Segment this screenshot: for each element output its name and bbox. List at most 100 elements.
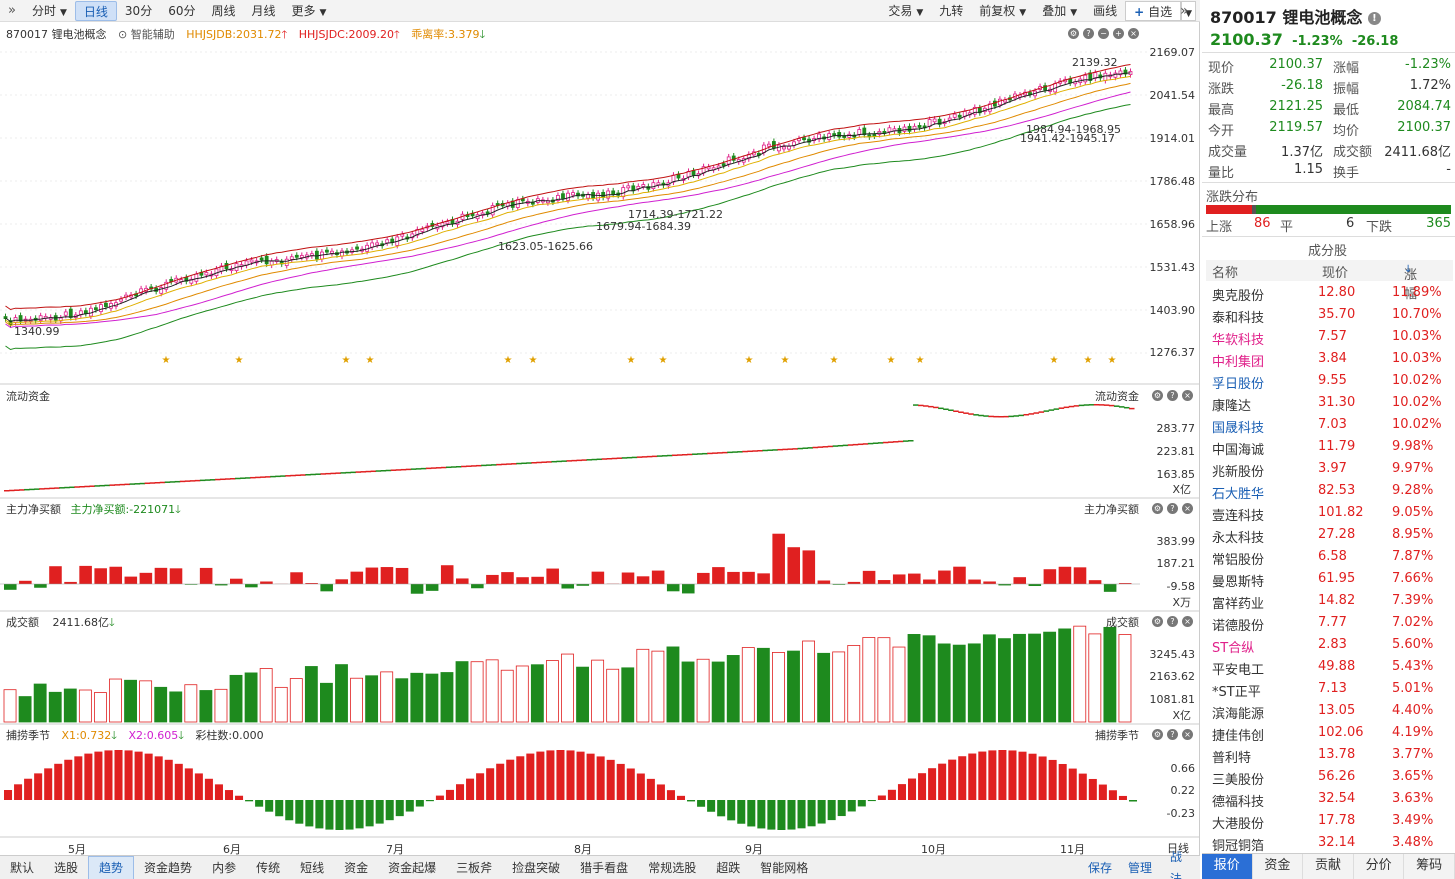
manage-button[interactable]: 管理 bbox=[1128, 860, 1153, 875]
constituent-row[interactable]: 永太科技 27.28 8.95% bbox=[1206, 524, 1453, 546]
col-price[interactable]: 现价 bbox=[1322, 266, 1349, 281]
tab-oversold[interactable]: 超跌 bbox=[716, 860, 741, 875]
tab-short-term[interactable]: 短线 bbox=[300, 860, 325, 875]
period-button-60min[interactable]: 60分 bbox=[168, 3, 196, 18]
close-icon[interactable]: × bbox=[1182, 503, 1193, 514]
chart-canvas[interactable]: ★ ★ ★ ★ ★ ★ ★ ★ ★ ★ ★ ★ ★ ★ ★ ★ bbox=[0, 22, 1200, 857]
watchlist-dropdown[interactable]: ▼ bbox=[1181, 1, 1196, 21]
constituent-row[interactable]: 泰和科技 35.70 10.70% bbox=[1206, 304, 1453, 326]
constituent-row[interactable]: 平安电工 49.88 5.43% bbox=[1206, 656, 1453, 678]
constituent-row[interactable]: 滨海能源 13.05 4.40% bbox=[1206, 700, 1453, 722]
constituent-row[interactable]: 中国海诚 11.79 9.98% bbox=[1206, 436, 1453, 458]
close-icon[interactable]: × bbox=[1182, 729, 1193, 740]
period-button-30min[interactable]: 30分 bbox=[124, 3, 153, 18]
net-buy-bar bbox=[742, 571, 755, 584]
tab-traditional[interactable]: 传统 bbox=[256, 860, 281, 875]
period-button-monthly[interactable]: 月线 bbox=[251, 3, 276, 18]
flow-mark bbox=[390, 469, 397, 471]
period-button-daily[interactable]: 日线 bbox=[74, 0, 117, 21]
period-button-weekly[interactable]: 周线 bbox=[211, 3, 236, 18]
tab-smart-grid[interactable]: 智能网格 bbox=[760, 860, 809, 875]
net-buy-bar bbox=[34, 584, 47, 588]
help-icon[interactable]: ? bbox=[1167, 503, 1178, 514]
stock-name: 曼恩斯特 bbox=[1212, 575, 1265, 590]
help-icon[interactable]: ? bbox=[1083, 28, 1094, 39]
help-icon[interactable]: ? bbox=[1167, 616, 1178, 627]
settings-icon[interactable]: ⚙ bbox=[1152, 729, 1163, 740]
net-buy-bar bbox=[968, 579, 981, 584]
tab-three-axes[interactable]: 三板斧 bbox=[456, 860, 493, 875]
settings-icon[interactable]: ⚙ bbox=[1152, 503, 1163, 514]
constituent-row[interactable]: 曼恩斯特 61.95 7.66% bbox=[1206, 568, 1453, 590]
save-button[interactable]: 保存 bbox=[1088, 860, 1113, 875]
constituent-row[interactable]: 中利集团 3.84 10.03% bbox=[1206, 348, 1453, 370]
constituent-row[interactable]: 铜冠铜箔 32.14 3.48% bbox=[1206, 832, 1453, 854]
tab-hunter[interactable]: 猎手看盘 bbox=[580, 860, 629, 875]
tab-quote[interactable]: 报价 bbox=[1202, 854, 1253, 879]
tab-regular-pick[interactable]: 常规选股 bbox=[648, 860, 697, 875]
tab-funds[interactable]: 资金 bbox=[344, 860, 369, 875]
tab-chips[interactable]: 筹码 bbox=[1404, 854, 1455, 879]
period-button-fenshi[interactable]: 分时 ▼ bbox=[31, 3, 67, 18]
tab-insider[interactable]: 内参 bbox=[212, 860, 237, 875]
strategy-button[interactable]: 战法 bbox=[1170, 849, 1183, 879]
constituent-row[interactable]: 石大胜华 82.53 9.28% bbox=[1206, 480, 1453, 502]
help-icon[interactable]: ? bbox=[1167, 729, 1178, 740]
settings-icon[interactable]: ⚙ bbox=[1152, 390, 1163, 401]
nine-turn-button[interactable]: 九转 bbox=[939, 4, 964, 18]
watchlist-button[interactable]: + 自选 bbox=[1125, 1, 1182, 21]
chart-area[interactable]: ★ ★ ★ ★ ★ ★ ★ ★ ★ ★ ★ ★ ★ ★ ★ ★ 870017 锂电池概念 ⊙ 智能辅助 HHJ… bbox=[0, 22, 1200, 857]
overlay-button[interactable]: 叠加 ▼ bbox=[1042, 4, 1078, 18]
tab-default[interactable]: 默认 bbox=[10, 860, 35, 875]
constituent-row[interactable]: 国晟科技 7.03 10.02% bbox=[1206, 414, 1453, 436]
close-icon[interactable]: × bbox=[1128, 28, 1139, 39]
tab-fund-trend[interactable]: 资金趋势 bbox=[144, 860, 193, 875]
constituent-row[interactable]: *ST正平 7.13 5.01% bbox=[1206, 678, 1453, 700]
constituent-row[interactable]: 德福科技 32.54 3.63% bbox=[1206, 788, 1453, 810]
collapse-panel-icon[interactable]: » bbox=[1180, 3, 1189, 19]
tab-contribution[interactable]: 贡献 bbox=[1303, 854, 1354, 879]
add-icon[interactable]: + bbox=[1113, 28, 1124, 39]
col-name[interactable]: 名称 bbox=[1212, 266, 1239, 281]
tab-price-volume[interactable]: 分价 bbox=[1353, 854, 1405, 879]
candle-body bbox=[566, 192, 570, 201]
assist-toggle[interactable]: ⊙ 智能辅助 bbox=[118, 28, 175, 41]
info-icon[interactable]: ! bbox=[1367, 12, 1381, 25]
constituent-row[interactable]: 三美股份 56.26 3.65% bbox=[1206, 766, 1453, 788]
constituent-row[interactable]: 兆新股份 3.97 9.97% bbox=[1206, 458, 1453, 480]
constituent-row[interactable]: 华软科技 7.57 10.03% bbox=[1206, 326, 1453, 348]
tab-fund-launch[interactable]: 资金起爆 bbox=[388, 860, 437, 875]
minimize-icon[interactable]: − bbox=[1098, 28, 1109, 39]
tab-trend[interactable]: 趋势 bbox=[88, 855, 135, 879]
constituent-row[interactable]: 壹连科技 101.82 9.05% bbox=[1206, 502, 1453, 524]
season-bar bbox=[717, 800, 726, 817]
constituent-row[interactable]: 奥克股份 12.80 11.89% bbox=[1206, 282, 1453, 304]
constituent-row[interactable]: ST合纵 2.83 5.60% bbox=[1206, 634, 1453, 656]
constituent-row[interactable]: 康隆达 31.30 10.02% bbox=[1206, 392, 1453, 414]
constituent-row[interactable]: 诺德股份 7.77 7.02% bbox=[1206, 612, 1453, 634]
period-button-more[interactable]: 更多 ▼ bbox=[291, 3, 327, 18]
flow-mark bbox=[772, 449, 778, 451]
adjust-button[interactable]: 前复权 ▼ bbox=[979, 4, 1027, 18]
trade-button[interactable]: 交易 ▼ bbox=[888, 4, 924, 18]
flow-mark bbox=[59, 487, 65, 489]
expand-icon[interactable]: » bbox=[8, 2, 16, 18]
constituents-list[interactable]: 奥克股份 12.80 11.89% 泰和科技 35.70 10.70% 华软科技 7.57 10… bbox=[1206, 282, 1453, 854]
net-buy-bar bbox=[862, 570, 876, 584]
constituent-row[interactable]: 大港股份 17.78 3.49% bbox=[1206, 810, 1453, 832]
tab-capital[interactable]: 资金 bbox=[1252, 854, 1304, 879]
constituent-row[interactable]: 富祥药业 14.82 7.39% bbox=[1206, 590, 1453, 612]
draw-line-button[interactable]: 画线 bbox=[1093, 4, 1118, 18]
close-icon[interactable]: × bbox=[1182, 616, 1193, 627]
constituent-row[interactable]: 捷佳伟创 102.06 4.19% bbox=[1206, 722, 1453, 744]
settings-icon[interactable]: ⚙ bbox=[1152, 616, 1163, 627]
help-icon[interactable]: ? bbox=[1167, 390, 1178, 401]
constituent-row[interactable]: 常铝股份 6.58 7.87% bbox=[1206, 546, 1453, 568]
tab-stock-pick[interactable]: 选股 bbox=[54, 860, 79, 875]
flow-mark bbox=[561, 460, 567, 462]
close-icon[interactable]: × bbox=[1182, 390, 1193, 401]
constituent-row[interactable]: 普利特 13.78 3.77% bbox=[1206, 744, 1453, 766]
settings-icon[interactable]: ⚙ bbox=[1068, 28, 1079, 39]
constituent-row[interactable]: 孚日股份 9.55 10.02% bbox=[1206, 370, 1453, 392]
tab-breakout[interactable]: 捡盘突破 bbox=[512, 860, 561, 875]
